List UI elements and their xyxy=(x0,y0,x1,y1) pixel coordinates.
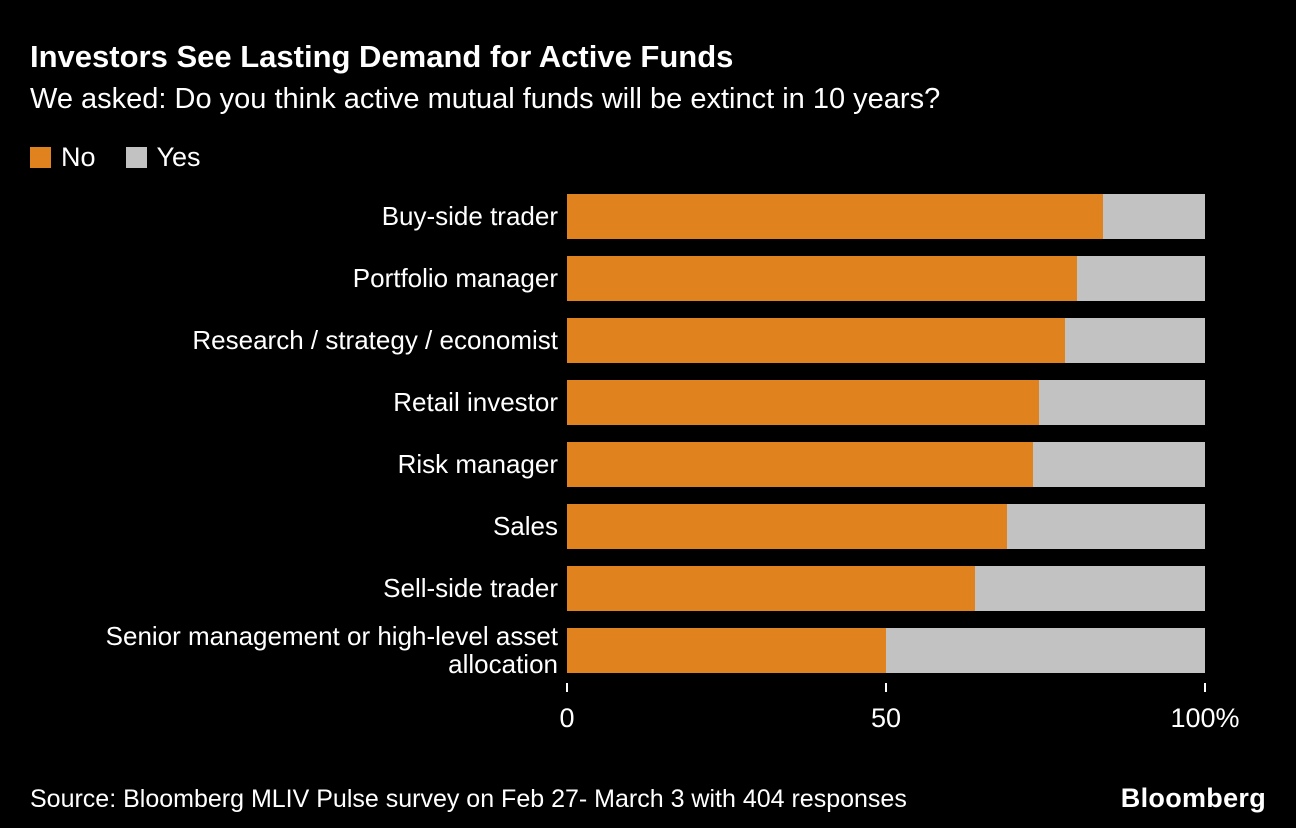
bar-segment-yes xyxy=(1039,379,1205,425)
axis-tick-label: 50 xyxy=(870,703,902,734)
chart-footer: Source: Bloomberg MLIV Pulse survey on F… xyxy=(30,783,1266,814)
bar-track xyxy=(567,317,1205,363)
legend-swatch-yes xyxy=(125,147,147,169)
bar-segment-yes xyxy=(1102,193,1205,239)
legend-label-no: No xyxy=(61,142,96,173)
bar-segment-yes xyxy=(1064,317,1205,363)
axis-tick-label: 0 xyxy=(559,703,575,734)
bar-chart: Buy-side trader Portfolio manager Research… xyxy=(30,185,1266,741)
bar-segment-yes xyxy=(975,565,1205,611)
axis-spacer xyxy=(30,683,567,741)
legend-label-yes: Yes xyxy=(156,142,201,173)
chart-title: Investors See Lasting Demand for Active … xyxy=(30,39,734,74)
legend: No Yes xyxy=(30,142,1266,173)
bar-track xyxy=(567,255,1205,301)
bar-track xyxy=(567,503,1205,549)
chart-row: Sell-side trader xyxy=(30,557,1205,619)
bar-segment-yes xyxy=(1007,503,1205,549)
category-label: Risk manager xyxy=(397,449,558,480)
bar-segment-no xyxy=(567,193,1103,239)
legend-item-yes: Yes xyxy=(125,142,201,173)
bar-segment-yes xyxy=(1077,255,1205,301)
axis-tick xyxy=(885,683,887,693)
category-label: Buy-side trader xyxy=(381,201,558,232)
bar-segment-no xyxy=(567,503,1008,549)
chart-row: Portfolio manager xyxy=(30,247,1205,309)
bar-segment-no xyxy=(567,379,1040,425)
category-label: Sell-side trader xyxy=(383,573,558,604)
chart-row: Senior management or high-level asset al… xyxy=(30,619,1205,681)
category-label: Portfolio manager xyxy=(352,263,558,294)
bloomberg-logo: Bloomberg xyxy=(1120,783,1266,813)
x-axis: 0 50 100% xyxy=(30,683,1240,741)
bar-chart-rows: Buy-side trader Portfolio manager Research… xyxy=(30,185,1205,681)
bar-segment-no xyxy=(567,627,886,673)
chart-row: Sales xyxy=(30,495,1205,557)
chart-row: Risk manager xyxy=(30,433,1205,495)
legend-swatch-no xyxy=(30,147,51,169)
axis-tick xyxy=(566,683,568,693)
axis-tick-label: 100% xyxy=(1170,703,1240,734)
bar-track xyxy=(567,627,1205,673)
chart-row: Research / strategy / economist xyxy=(30,309,1205,371)
category-label: Research / strategy / economist xyxy=(192,325,558,356)
bar-track xyxy=(567,193,1205,239)
bar-segment-no xyxy=(567,255,1078,301)
category-label: Retail investor xyxy=(393,387,558,418)
bar-track xyxy=(567,379,1205,425)
axis-area: 0 50 100% xyxy=(559,683,1240,741)
bar-segment-no xyxy=(567,565,976,611)
bar-segment-yes xyxy=(1032,441,1205,487)
category-label: Sales xyxy=(492,511,558,542)
chart-row: Buy-side trader xyxy=(30,185,1205,247)
bar-track xyxy=(567,565,1205,611)
legend-item-no: No xyxy=(30,142,96,173)
axis-tick xyxy=(1204,683,1206,693)
bar-segment-yes xyxy=(886,627,1205,673)
category-label: Senior management or high-level asset al… xyxy=(105,621,558,680)
source-note: Source: Bloomberg MLIV Pulse survey on F… xyxy=(30,785,907,813)
bar-segment-no xyxy=(567,441,1033,487)
bar-segment-no xyxy=(567,317,1065,363)
chart-row: Retail investor xyxy=(30,371,1205,433)
bar-track xyxy=(567,441,1205,487)
chart-subtitle: We asked: Do you think active mutual fun… xyxy=(30,83,941,116)
